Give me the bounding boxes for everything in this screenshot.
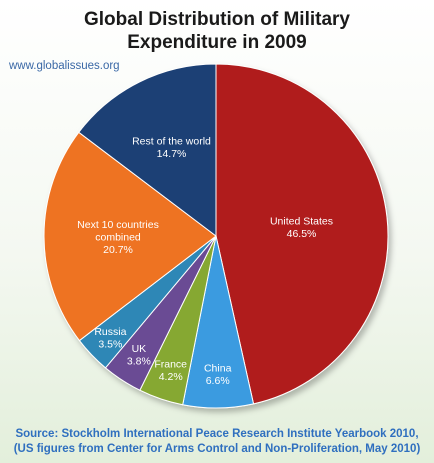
slice-value-france: 4.2% — [159, 371, 183, 383]
slice-value-china: 6.6% — [206, 375, 230, 387]
pie-labels: United States46.5%China6.6%France4.2%UK3… — [77, 135, 333, 386]
slice-label-uk: UK — [132, 343, 147, 355]
slice-value-russia: 3.5% — [98, 338, 122, 350]
pie-slice-rest-of-the-world — [78, 63, 217, 238]
slice-label-next-10-countries-combined: Next 10 countries — [77, 219, 159, 231]
pie-slices — [43, 63, 389, 409]
source-line-1: Source: Stockholm International Peace Re… — [15, 428, 419, 440]
slice-value-uk: 3.8% — [127, 355, 151, 367]
pie-slice-next-10-countries-combined — [43, 131, 217, 342]
slice-value-united-states: 46.5% — [287, 228, 317, 240]
slice-label-france: France — [154, 358, 187, 370]
slice-label-united-states: United States — [270, 215, 333, 227]
slice-value-rest-of-the-world: 14.7% — [157, 148, 187, 160]
chart-title-line-1: Global Distribution of Military — [84, 9, 350, 30]
slice-value-next-10-countries-combined: 20.7% — [103, 244, 133, 256]
website-label: www.globalissues.org — [9, 60, 120, 72]
source-note: Source: Stockholm International Peace Re… — [0, 427, 434, 457]
source-line-2: (US figures from Center for Arms Control… — [13, 443, 421, 455]
slice-label-china: China — [204, 362, 232, 374]
slice-label-next-10-countries-combined: combined — [95, 231, 141, 243]
pie-slice-united-states — [215, 63, 389, 405]
slice-label-rest-of-the-world: Rest of the world — [132, 135, 211, 147]
chart-title: Global Distribution of Military Expendit… — [0, 8, 434, 54]
slice-label-russia: Russia — [94, 326, 126, 338]
chart-title-line-2: Expenditure in 2009 — [127, 32, 307, 53]
